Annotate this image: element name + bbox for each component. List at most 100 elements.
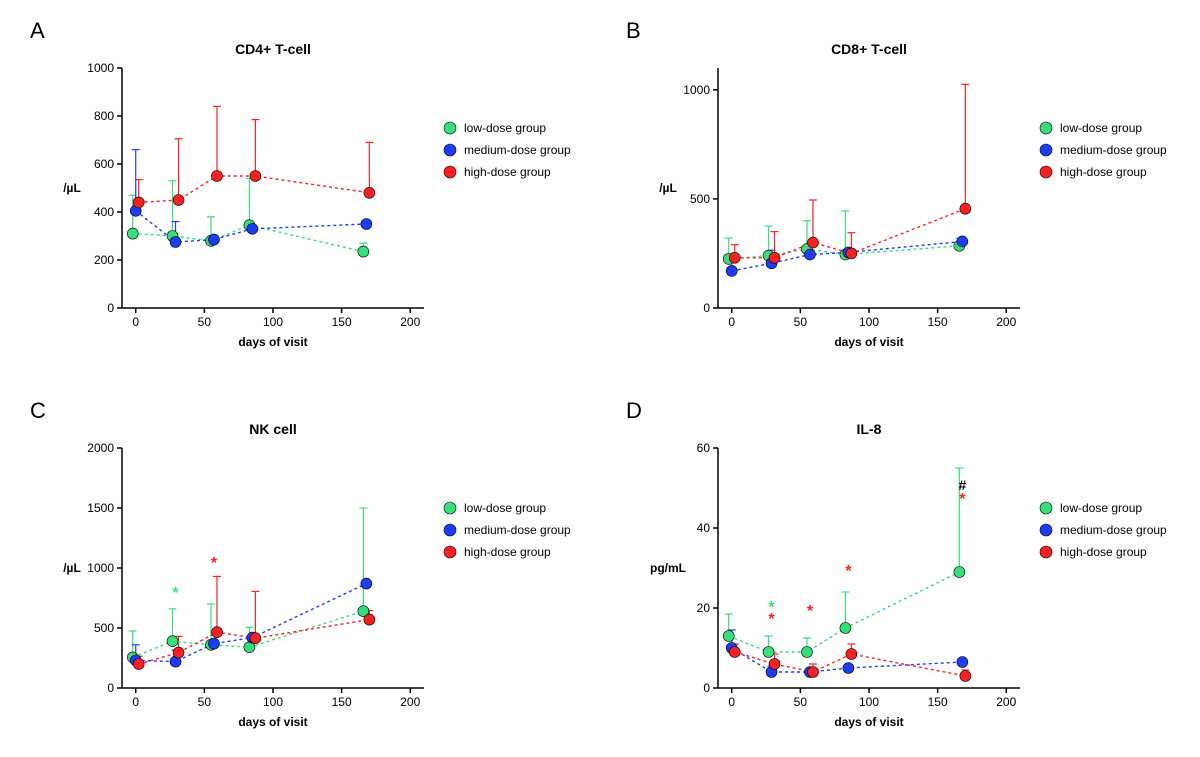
annotation: *: [959, 491, 966, 508]
y-tick-label: 20: [697, 601, 711, 615]
y-tick-label: 60: [697, 441, 711, 455]
data-point: [807, 667, 818, 678]
x-tick-label: 150: [928, 695, 948, 709]
legend-label-medium: medium-dose group: [1060, 523, 1167, 537]
y-tick-label: 200: [94, 253, 114, 267]
data-point: [173, 195, 184, 206]
data-point: [208, 234, 219, 245]
y-tick-label: 500: [690, 192, 710, 206]
x-tick-label: 150: [332, 315, 352, 329]
data-point: [807, 237, 818, 248]
data-point: [846, 649, 857, 660]
x-tick-label: 50: [198, 315, 212, 329]
y-tick-label: 0: [703, 681, 710, 695]
data-point: [729, 647, 740, 658]
data-point: [361, 578, 372, 589]
x-tick-label: 50: [794, 695, 808, 709]
data-point: [247, 223, 258, 234]
data-point: [358, 246, 369, 257]
y-tick-label: 600: [94, 157, 114, 171]
data-point: [729, 252, 740, 263]
annotation: *: [807, 603, 814, 620]
y-tick-label: 500: [94, 621, 114, 635]
data-point: [960, 671, 971, 682]
legend-label-high: high-dose group: [1060, 165, 1147, 179]
data-point: [211, 171, 222, 182]
y-axis-label: /µL: [659, 181, 677, 195]
x-tick-label: 200: [996, 315, 1016, 329]
x-tick-label: 0: [728, 695, 735, 709]
y-tick-label: 40: [697, 521, 711, 535]
x-tick-label: 100: [263, 695, 283, 709]
y-tick-label: 1500: [87, 501, 114, 515]
chart-A: CD4+ T-cell02004006008001000050100150200…: [30, 32, 606, 372]
chart-title: NK cell: [249, 421, 296, 437]
legend-marker-low: [444, 122, 456, 134]
data-point: [801, 647, 812, 658]
legend-marker-low: [1040, 502, 1052, 514]
legend-label-low: low-dose group: [464, 501, 546, 515]
y-tick-label: 0: [107, 681, 114, 695]
data-point: [208, 638, 219, 649]
data-point: [170, 237, 181, 248]
legend-label-low: low-dose group: [464, 121, 546, 135]
x-tick-label: 0: [132, 315, 139, 329]
annotation: *: [768, 611, 775, 628]
y-axis-label: /µL: [63, 561, 81, 575]
legend-marker-low: [444, 502, 456, 514]
x-tick-label: 200: [996, 695, 1016, 709]
panel-D: IL-80204060050100150200days of visitpg/m…: [626, 412, 1200, 757]
data-point: [763, 647, 774, 658]
data-point: [173, 647, 184, 658]
x-tick-label: 150: [332, 695, 352, 709]
y-tick-label: 1000: [87, 561, 114, 575]
y-tick-label: 0: [703, 301, 710, 315]
data-point: [769, 252, 780, 263]
x-tick-label: 200: [400, 695, 420, 709]
data-point: [954, 567, 965, 578]
legend-label-high: high-dose group: [1060, 545, 1147, 559]
x-tick-label: 50: [198, 695, 212, 709]
data-point: [957, 657, 968, 668]
y-tick-label: 2000: [87, 441, 114, 455]
legend-label-low: low-dose group: [1060, 501, 1142, 515]
annotation: *: [211, 555, 218, 572]
y-tick-label: 1000: [87, 61, 114, 75]
y-tick-label: 0: [107, 301, 114, 315]
data-point: [364, 187, 375, 198]
data-point: [127, 228, 138, 239]
y-tick-label: 1000: [683, 83, 710, 97]
data-point: [250, 171, 261, 182]
panel-A: CD4+ T-cell02004006008001000050100150200…: [30, 32, 606, 377]
data-point: [133, 197, 144, 208]
data-point: [840, 623, 851, 634]
chart-title: IL-8: [857, 421, 882, 437]
legend-marker-low: [1040, 122, 1052, 134]
legend-label-medium: medium-dose group: [1060, 143, 1167, 157]
x-axis-label: days of visit: [238, 715, 307, 729]
chart-C: NK cell0500100015002000050100150200days …: [30, 412, 606, 752]
annotation: *: [845, 563, 852, 580]
legend-marker-high: [444, 546, 456, 558]
annotation: *: [172, 585, 179, 602]
chart-title: CD4+ T-cell: [235, 41, 311, 57]
x-axis-label: days of visit: [238, 335, 307, 349]
data-point: [361, 219, 372, 230]
data-point: [133, 659, 144, 670]
data-point: [726, 265, 737, 276]
legend-marker-medium: [1040, 524, 1052, 536]
x-tick-label: 100: [859, 315, 879, 329]
x-tick-label: 100: [263, 315, 283, 329]
x-tick-label: 150: [928, 315, 948, 329]
y-tick-label: 800: [94, 109, 114, 123]
data-point: [723, 631, 734, 642]
legend-label-high: high-dose group: [464, 545, 551, 559]
legend-marker-high: [444, 166, 456, 178]
legend-marker-medium: [444, 524, 456, 536]
chart-title: CD8+ T-cell: [831, 41, 907, 57]
legend-label-low: low-dose group: [1060, 121, 1142, 135]
x-tick-label: 200: [400, 315, 420, 329]
legend-label-medium: medium-dose group: [464, 143, 571, 157]
legend-marker-medium: [444, 144, 456, 156]
x-tick-label: 100: [859, 695, 879, 709]
